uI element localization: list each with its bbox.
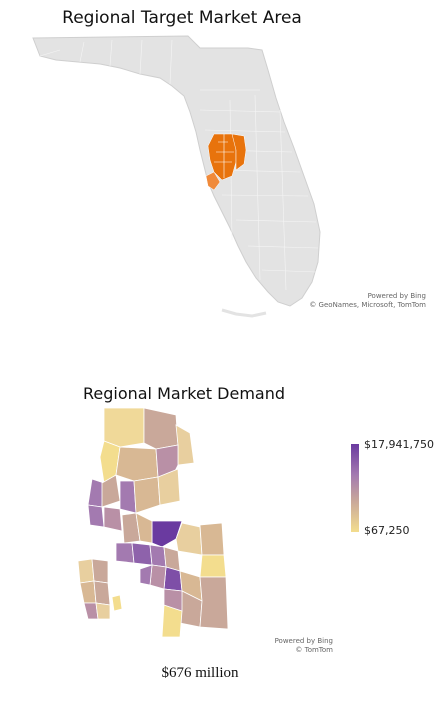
region-p-4 — [93, 580, 111, 606]
legend-max-value: $17,941,750 — [364, 438, 434, 451]
region-north-4 — [99, 440, 121, 484]
region-mid-1 — [119, 480, 137, 514]
region-north-2 — [143, 407, 179, 450]
bottom-map-credit: Powered by Bing © TomTom — [275, 637, 333, 655]
bottom-map-title: Regional Market Demand — [82, 384, 286, 403]
regional-demand-map — [77, 407, 229, 638]
region-p-3 — [79, 580, 97, 604]
region-c-5 — [199, 554, 227, 578]
region-u-1 — [115, 542, 135, 564]
region-mid-4 — [103, 506, 123, 532]
region-c-2 — [135, 512, 153, 544]
region-coast-3 — [87, 504, 105, 528]
region-p-6 — [95, 602, 111, 620]
region-u-3 — [149, 544, 167, 568]
bottom-credit-powered: Powered by Bing — [274, 637, 333, 645]
region-u-6 — [149, 564, 167, 590]
region-p-2 — [91, 558, 109, 584]
region-mid-3 — [157, 468, 181, 506]
florida-keys — [221, 308, 267, 318]
region-north-5 — [115, 446, 159, 482]
top-map-credit: Powered by Bing © GeoNames, Microsoft, T… — [309, 292, 426, 310]
region-c-4 — [199, 522, 225, 556]
region-u-2 — [131, 542, 153, 566]
region-mid-2 — [133, 476, 161, 514]
florida-map — [32, 35, 321, 318]
region-u-8 — [139, 564, 153, 586]
top-credit-powered: Powered by Bing — [367, 292, 426, 300]
legend-min-value: $67,250 — [364, 524, 410, 537]
region-s-2 — [199, 576, 229, 630]
region-c-3 — [175, 522, 203, 556]
county-lines — [39, 39, 319, 291]
total-demand-label: $676 million — [161, 665, 239, 681]
florida-outline — [32, 35, 321, 307]
region-north-1 — [103, 407, 145, 448]
target-market-region — [205, 133, 247, 191]
region-p-1 — [77, 558, 95, 584]
region-u-5 — [163, 566, 183, 592]
top-credit-sources: © GeoNames, Microsoft, TomTom — [309, 301, 426, 309]
top-map-title: Regional Target Market Area — [62, 8, 302, 28]
region-north-3 — [175, 424, 195, 466]
region-p-7 — [111, 594, 123, 612]
region-s-4 — [163, 588, 183, 612]
demand-color-legend — [351, 444, 359, 532]
bottom-credit-sources: © TomTom — [295, 646, 333, 654]
